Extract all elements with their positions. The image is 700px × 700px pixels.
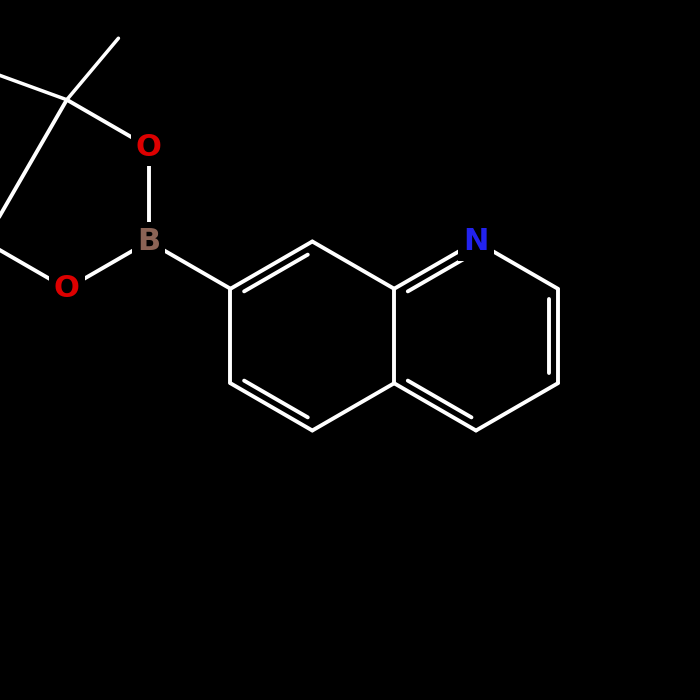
Text: N: N <box>463 227 489 256</box>
Text: O: O <box>54 274 80 303</box>
Text: O: O <box>136 132 162 162</box>
Text: B: B <box>137 227 160 256</box>
